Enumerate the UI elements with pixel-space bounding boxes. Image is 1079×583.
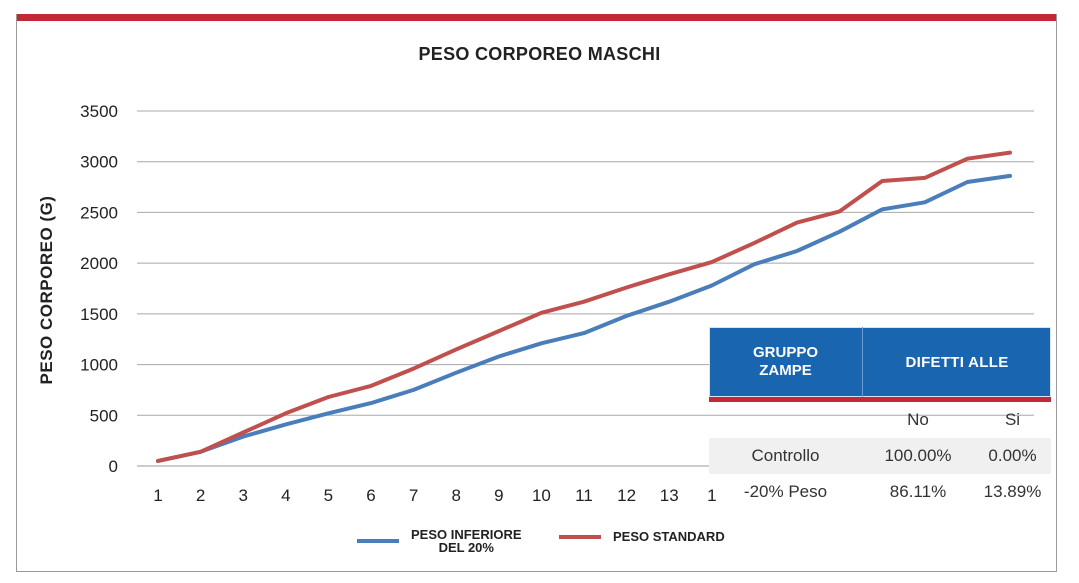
x-tick-label: 11	[575, 486, 593, 505]
x-tick-label: 13	[660, 486, 679, 505]
x-tick-label: 8	[451, 486, 460, 505]
table-header-defects: DIFETTI ALLE	[905, 353, 1009, 371]
y-tick-label: 3000	[80, 153, 118, 172]
legend-item-standard: PESO STANDARD	[559, 530, 725, 543]
y-tick-label: 0	[109, 457, 118, 476]
y-tick-label: 500	[90, 406, 118, 425]
series-line	[156, 150, 1012, 463]
x-tick-label: 12	[617, 486, 636, 505]
top-accent-bar	[16, 14, 1057, 21]
y-tick-label: 1000	[80, 356, 118, 375]
table-subheader-no: No	[907, 410, 929, 429]
x-tick-label: 10	[532, 486, 551, 505]
table-cell-no: 86.11%	[889, 482, 947, 501]
x-tick-label: 2	[196, 486, 205, 505]
chart-legend: PESO INFERIORE DEL 20% PESO STANDARD	[0, 526, 1079, 556]
legend-swatch	[559, 534, 601, 539]
x-tick-label: 1	[707, 486, 716, 505]
x-tick-label: 1	[153, 486, 162, 505]
y-tick-label: 1500	[80, 305, 118, 324]
table-subheader-si: Si	[1004, 410, 1021, 429]
series-line	[156, 173, 1012, 463]
table-header-group: GRUPPO ZAMPE	[709, 327, 863, 397]
chart-title: PESO CORPOREO MASCHI	[418, 44, 661, 64]
x-tick-label: 7	[409, 486, 418, 505]
legend-item-inferiore: PESO INFERIORE DEL 20%	[357, 528, 522, 554]
y-tick-label: 2000	[80, 254, 118, 273]
table-subheader-row: No Si	[709, 402, 1051, 438]
x-tick-label: 4	[281, 486, 290, 505]
table-cell-si: 0.00%	[988, 446, 1037, 465]
table-cell-no: 100.00%	[884, 446, 952, 465]
table-row: -20% Peso 86.11% 13.89%	[709, 474, 1051, 510]
legend-label: PESO STANDARD	[613, 529, 725, 544]
defects-table: GRUPPO ZAMPE DIFETTI ALLE No Si Controll…	[709, 327, 1051, 510]
y-tick-label: 3500	[80, 102, 118, 121]
y-tick-label: 2500	[80, 203, 118, 222]
table-row-label: Controllo	[751, 446, 820, 465]
x-tick-label: 3	[238, 486, 247, 505]
x-tick-label: 5	[324, 486, 333, 505]
table-row-label: -20% Peso	[743, 482, 828, 501]
table-header: GRUPPO ZAMPE DIFETTI ALLE	[709, 327, 1051, 402]
legend-label: PESO INFERIORE DEL 20%	[411, 527, 522, 555]
table-cell-si: 13.89%	[983, 482, 1042, 501]
x-tick-label: 6	[366, 486, 375, 505]
table-row: Controllo 100.00% 0.00%	[709, 438, 1051, 474]
legend-swatch	[357, 539, 399, 543]
x-tick-label: 9	[494, 486, 503, 505]
chart-frame	[16, 14, 1057, 572]
